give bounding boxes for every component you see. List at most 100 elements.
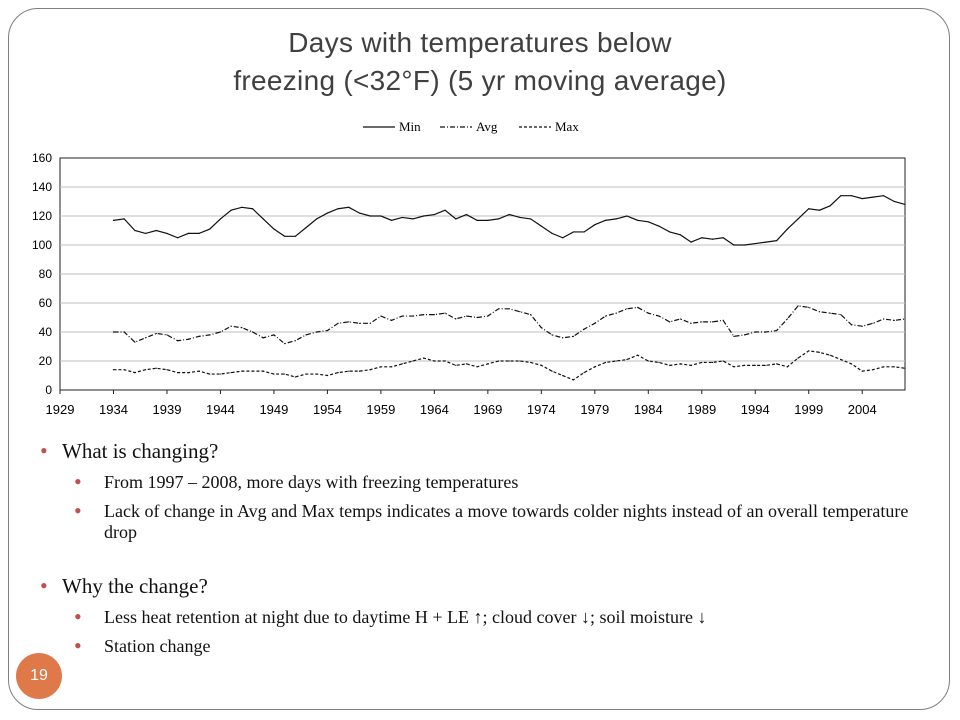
data-point-avg: [872, 322, 874, 324]
data-point-min: [423, 215, 425, 217]
data-point-avg: [636, 306, 639, 308]
data-point-max: [369, 369, 371, 371]
data-point-avg: [155, 332, 157, 335]
data-point-max: [326, 374, 329, 377]
data-point-min: [615, 218, 617, 220]
data-point-max: [754, 364, 756, 366]
data-point-min: [765, 241, 767, 243]
data-point-min: [893, 200, 895, 203]
data-point-avg: [316, 331, 318, 333]
data-point-avg: [412, 315, 414, 317]
data-point-max: [508, 360, 510, 362]
data-point-max: [733, 366, 735, 368]
data-point-avg: [733, 335, 735, 337]
data-point-avg: [797, 305, 799, 307]
data-point-max: [743, 364, 746, 366]
data-point-min: [583, 231, 585, 233]
data-point-min: [401, 216, 403, 219]
data-point-min: [850, 195, 853, 197]
x-tick-label: 1974: [527, 402, 556, 417]
data-point-max: [647, 360, 649, 362]
bullet-item: Lack of change in Avg and Max temps indi…: [40, 500, 920, 543]
data-point-min: [540, 225, 542, 227]
data-point-max: [219, 373, 222, 375]
data-point-max: [209, 373, 211, 375]
data-point-min: [198, 232, 200, 234]
data-point-avg: [658, 315, 660, 317]
x-tick-label: 1949: [259, 402, 288, 417]
data-point-min: [840, 195, 842, 197]
x-tick-label: 1999: [794, 402, 823, 417]
data-point-avg: [540, 327, 542, 329]
title-line-2: freezing (<32°F) (5 yr moving average): [233, 65, 727, 96]
data-point-max: [711, 361, 714, 364]
data-point-max: [786, 366, 788, 368]
data-point-min: [604, 219, 607, 221]
data-point-max: [487, 363, 489, 365]
data-point-min: [433, 213, 435, 216]
data-point-avg: [604, 315, 607, 317]
data-point-max: [893, 366, 895, 368]
data-point-min: [754, 242, 756, 245]
data-point-avg: [465, 315, 468, 317]
data-point-min: [316, 218, 318, 220]
data-point-max: [476, 366, 478, 368]
page-number-badge: 19: [16, 653, 62, 699]
y-tick-label: 20: [39, 354, 53, 368]
data-point-min: [465, 213, 468, 216]
x-tick-label: 1989: [687, 402, 716, 417]
x-tick-label: 1959: [366, 402, 395, 417]
data-point-max: [776, 363, 778, 365]
data-point-min: [241, 206, 243, 208]
data-point-min: [294, 235, 296, 237]
data-point-max: [390, 366, 393, 368]
data-point-min: [829, 205, 831, 207]
data-point-min: [305, 227, 307, 229]
data-point-min: [262, 218, 264, 220]
data-point-min: [722, 237, 724, 239]
bullet-list: What is changing? From 1997 – 2008, more…: [40, 438, 920, 657]
data-point-avg: [423, 314, 425, 316]
data-point-min: [230, 209, 232, 211]
data-point-avg: [187, 338, 189, 340]
data-point-min: [251, 208, 254, 210]
data-point-max: [423, 357, 425, 359]
data-point-avg: [765, 331, 767, 333]
data-point-avg: [198, 335, 200, 337]
data-point-avg: [305, 334, 307, 336]
data-point-max: [840, 358, 842, 361]
data-point-min: [177, 237, 179, 239]
data-point-avg: [594, 322, 596, 324]
data-point-avg: [743, 334, 746, 336]
data-point-avg: [134, 341, 136, 343]
y-tick-label: 120: [32, 209, 52, 223]
data-point-min: [594, 224, 596, 226]
data-point-max: [284, 373, 286, 375]
x-tick-label: 1984: [634, 402, 663, 417]
data-point-max: [562, 374, 564, 377]
data-point-max: [530, 361, 532, 364]
data-point-avg: [572, 335, 575, 337]
line-chart: 0 20 40 60 80 100 120 140 160 1929 1934 1939 1944 194…: [32, 119, 906, 417]
y-tick-label: 0: [45, 383, 52, 397]
data-point-max: [123, 369, 125, 371]
data-point-max: [829, 354, 831, 356]
data-point-avg: [562, 337, 564, 339]
data-point-min: [572, 231, 575, 233]
y-tick-label: 140: [32, 180, 52, 194]
y-tick-label: 160: [32, 151, 52, 165]
data-point-min: [155, 229, 157, 232]
title-line-1: Days with temperatures below: [288, 27, 672, 58]
slide-title: Days with temperatures below freezing (<…: [100, 24, 860, 100]
data-point-avg: [690, 322, 692, 324]
data-point-min: [219, 218, 222, 220]
data-point-max: [241, 370, 243, 372]
data-point-max: [765, 364, 767, 366]
data-point-avg: [177, 340, 179, 342]
data-point-max: [134, 372, 136, 374]
x-tick-label: 1954: [313, 402, 342, 417]
data-point-min: [519, 216, 521, 219]
bullet-item: Station change: [40, 635, 920, 657]
data-point-min: [818, 209, 821, 211]
series-line-min: [113, 195, 906, 246]
